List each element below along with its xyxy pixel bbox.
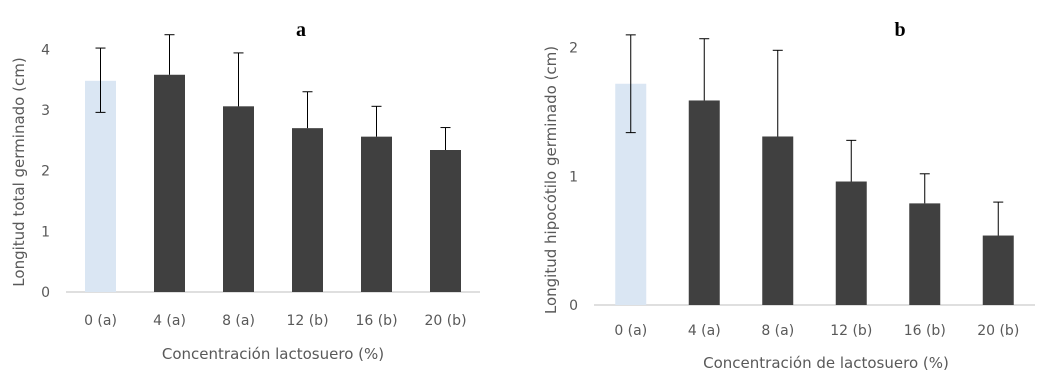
bar-a-2 <box>223 106 254 293</box>
x-axis-label-a: Concentración lactosuero (%) <box>162 345 384 363</box>
y-tick-label-a: 2 <box>41 164 50 180</box>
bar-a-5 <box>430 150 461 292</box>
y-tick-label-b: 0 <box>569 298 578 314</box>
bar-a-0 <box>85 80 116 292</box>
panel-label-a: a <box>296 19 306 41</box>
x-tick-label-a-5: 20 (b) <box>424 313 466 329</box>
panel-label-b: b <box>894 19 905 41</box>
bar-a-1 <box>154 74 185 292</box>
x-tick-label-b-3: 12 (b) <box>830 323 872 339</box>
y-tick-label-a: 1 <box>41 224 50 240</box>
x-tick-label-b-0: 0 (a) <box>614 323 647 339</box>
y-tick-label-a: 3 <box>41 103 50 119</box>
y-tick-label-b: 2 <box>569 41 578 57</box>
y-tick-label-a: 0 <box>41 285 50 301</box>
y-tick-label-a: 4 <box>41 42 50 58</box>
bar-b-4 <box>909 203 941 305</box>
x-tick-label-b-1: 4 (a) <box>688 323 721 339</box>
x-tick-label-a-0: 0 (a) <box>84 313 117 329</box>
x-tick-label-a-1: 4 (a) <box>153 313 186 329</box>
y-tick-label-b: 1 <box>569 169 578 185</box>
bar-b-3 <box>835 181 867 305</box>
bar-a-4 <box>361 136 392 292</box>
bar-a-3 <box>292 128 323 292</box>
y-axis-label-b: Longitud hipocótilo germinado (cm) <box>542 46 560 314</box>
bar-b-1 <box>688 100 720 305</box>
bar-b-2 <box>762 136 794 305</box>
x-tick-label-b-5: 20 (b) <box>977 323 1019 339</box>
x-tick-label-b-4: 16 (b) <box>904 323 946 339</box>
y-axis-label-a: Longitud total germinado (cm) <box>10 57 28 286</box>
x-tick-label-b-2: 8 (a) <box>761 323 794 339</box>
chart-panel-a: a Longitud total germinado (cm) Concentr… <box>10 19 480 363</box>
chart-panel-b: b Longitud hipocótilo germinado (cm) Con… <box>542 19 1035 372</box>
x-tick-label-a-2: 8 (a) <box>222 313 255 329</box>
bar-b-5 <box>982 235 1014 305</box>
x-tick-label-a-4: 16 (b) <box>355 313 397 329</box>
x-axis-label-b: Concentración de lactosuero (%) <box>703 354 949 372</box>
x-tick-label-a-3: 12 (b) <box>286 313 328 329</box>
